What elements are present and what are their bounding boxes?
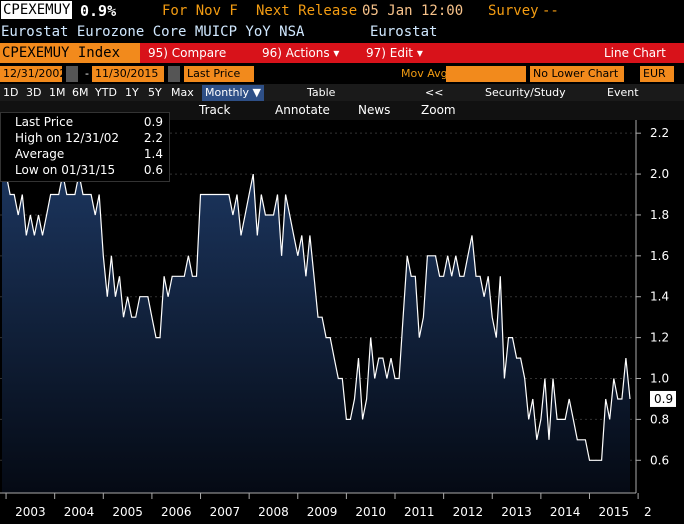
- legend-label: Average: [15, 147, 65, 161]
- security[interactable]: CPEXEMUY Index: [0, 43, 140, 63]
- x-tick-label: 2: [644, 505, 652, 519]
- legend-label: Last Price: [15, 115, 74, 129]
- y-tick-label: 0.6: [650, 453, 669, 467]
- mov-avg-input[interactable]: [446, 66, 526, 82]
- x-tick-label: 2005: [112, 505, 143, 519]
- last-value: 0.9%: [80, 2, 117, 20]
- release-label: Next Release: [256, 3, 358, 19]
- lower-chart[interactable]: No Lower Chart: [530, 66, 624, 82]
- x-tick-label: 2006: [161, 505, 192, 519]
- table-button[interactable]: Table: [307, 86, 336, 99]
- study-button[interactable]: Security/Study: [485, 86, 566, 99]
- x-tick-label: 2014: [550, 505, 581, 519]
- source: Eurostat: [370, 24, 438, 40]
- release-date: 05 Jan 12:00: [362, 3, 464, 19]
- period-button[interactable]: 3D: [26, 86, 42, 99]
- y-tick-label: 2.0: [650, 167, 669, 181]
- period-button[interactable]: 1D: [3, 86, 19, 99]
- field-select[interactable]: Last Price: [184, 66, 254, 82]
- legend-value: 1.4: [143, 147, 163, 161]
- legend-value: 0.6: [143, 163, 163, 177]
- line: [1, 133, 631, 461]
- x-tick-label: 2011: [404, 505, 435, 519]
- x-tick-label: 2013: [501, 505, 532, 519]
- y-tick-label: 1.2: [650, 331, 669, 345]
- y-tick-label: 0.8: [650, 412, 669, 426]
- tool-button[interactable]: Annotate: [275, 103, 330, 117]
- compare-button[interactable]: 95) Compare: [148, 46, 227, 60]
- calendar-icon[interactable]: [168, 66, 180, 82]
- period-button[interactable]: Max: [171, 86, 194, 99]
- back-button[interactable]: <<: [425, 86, 444, 99]
- tool-bar: Track Annotate News Zoom: [0, 101, 684, 120]
- survey-value: --: [542, 3, 559, 19]
- currency[interactable]: EUR: [640, 66, 674, 82]
- legend: Last Price 0.9 High on 12/31/02 2.2 Average 1…: [0, 112, 170, 182]
- menu-bar: CPEXEMUY Index 95) Compare 96) Actions ▾…: [0, 43, 684, 63]
- settings-bar: 12/31/2002 - 11/30/2015 Last Price Mov A…: [0, 65, 684, 83]
- last-value-label: 0.9: [654, 392, 673, 406]
- y-tick-label: 1.8: [650, 208, 669, 222]
- x-tick-label: 2012: [453, 505, 484, 519]
- tool-button[interactable]: Track: [199, 103, 231, 117]
- range-bar: Monthly ▼ Table << Security/Study Event …: [0, 84, 684, 101]
- y-tick-label: 1.0: [650, 372, 669, 386]
- frequency[interactable]: Monthly ▼: [202, 85, 264, 101]
- x-tick-label: 2015: [599, 505, 630, 519]
- survey-label: Survey: [488, 3, 539, 19]
- ticker[interactable]: CPEXEMUY: [1, 1, 73, 19]
- x-tick-label: 2010: [355, 505, 386, 519]
- period-button[interactable]: 1M: [49, 86, 66, 99]
- x-tick-label: 2008: [258, 505, 289, 519]
- last-value-box: [650, 390, 676, 407]
- y-tick-label: 1.4: [650, 290, 669, 304]
- area: [2, 133, 630, 493]
- legend-value: 2.2: [143, 131, 163, 145]
- legend-value: 0.9: [143, 115, 163, 129]
- actions-button[interactable]: 96) Actions ▾: [262, 46, 340, 60]
- y-tick-label: 1.6: [650, 249, 669, 263]
- mov-avg[interactable]: Mov Avg: [401, 67, 448, 80]
- period-button[interactable]: 6M: [72, 86, 89, 99]
- period: For Nov F: [162, 3, 238, 19]
- description-bar: Eurostat Eurozone Core MUICP YoY NSA Eur…: [0, 22, 684, 42]
- x-tick-label: 2004: [64, 505, 95, 519]
- chart-type: Line Chart: [604, 46, 666, 60]
- calendar-icon[interactable]: [66, 66, 78, 82]
- tool-button[interactable]: Zoom: [421, 103, 456, 117]
- period-button[interactable]: 1Y: [125, 86, 139, 99]
- tool-button[interactable]: News: [358, 103, 391, 117]
- date-dash: -: [85, 67, 89, 80]
- period-button[interactable]: YTD: [95, 86, 117, 99]
- x-tick-label: 2003: [15, 505, 46, 519]
- y-tick-label: 2.2: [650, 126, 669, 140]
- description: Eurostat Eurozone Core MUICP YoY NSA: [1, 24, 305, 40]
- x-tick-label: 2007: [210, 505, 241, 519]
- end-date[interactable]: 11/30/2015: [92, 66, 164, 82]
- period-button[interactable]: 5Y: [148, 86, 162, 99]
- header-bar: CPEXEMUY 0.9% For Nov F Next Release 05 …: [0, 0, 684, 22]
- legend-label: Low on 01/31/15: [15, 163, 116, 177]
- start-date[interactable]: 12/31/2002: [0, 66, 66, 82]
- edit-button[interactable]: 97) Edit ▾: [366, 46, 423, 60]
- legend-label: High on 12/31/02: [15, 131, 120, 145]
- x-tick-label: 2009: [307, 505, 338, 519]
- event-button[interactable]: Event: [607, 86, 639, 99]
